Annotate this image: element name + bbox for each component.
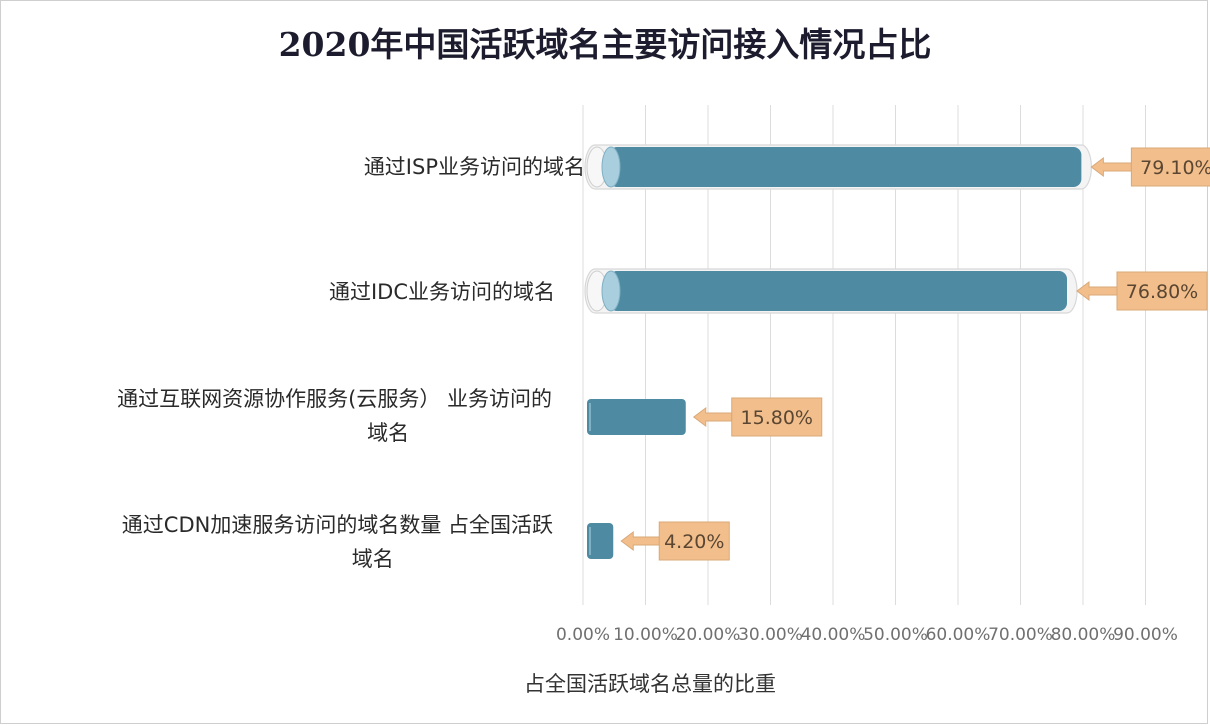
bar-end-cap	[601, 270, 621, 312]
callout-arrow	[1090, 157, 1132, 177]
x-tick-label: 70.00%	[988, 625, 1053, 645]
data-label: 4.20%	[664, 531, 724, 553]
category-label-line: 通过IDC业务访问的域名	[328, 280, 555, 304]
bar-end-cap	[601, 146, 621, 188]
x-tick-label: 30.00%	[738, 625, 803, 645]
x-tick-label: 90.00%	[1113, 625, 1178, 645]
x-tick-label: 50.00%	[863, 625, 928, 645]
category-label-cdn: 通过CDN加速服务访问的域名数量 占全国活跃 域名	[122, 508, 553, 576]
data-label: 15.80%	[741, 407, 813, 429]
callout-arrow	[620, 531, 660, 551]
category-label-line: 域名	[351, 547, 394, 571]
category-label-cloud: 通过互联网资源协作服务(云服务） 业务访问的 域名	[117, 382, 552, 450]
category-label-isp: 通过ISP业务访问的域名	[364, 150, 585, 184]
bar	[587, 523, 614, 559]
category-label-line: 通过CDN加速服务访问的域名数量 占全国活跃	[121, 513, 553, 537]
callout-box	[731, 397, 823, 437]
x-tick-label: 40.00%	[801, 625, 866, 645]
callout-arrow	[692, 407, 733, 427]
callout-box	[658, 521, 730, 561]
x-tick-label: 0.00%	[556, 625, 610, 645]
x-tick-label: 60.00%	[926, 625, 991, 645]
callout-box	[1116, 271, 1208, 311]
bar	[587, 399, 686, 435]
bar	[609, 147, 1082, 187]
category-label-line: 通过互联网资源协作服务(云服务） 业务访问的	[117, 387, 552, 411]
x-tick-label: 80.00%	[1051, 625, 1116, 645]
callout-box	[1130, 147, 1210, 187]
x-tick-label: 10.00%	[613, 625, 678, 645]
category-label-line: 通过ISP业务访问的域名	[363, 155, 585, 179]
category-label-idc: 通过IDC业务访问的域名	[329, 275, 555, 309]
data-label: 76.80%	[1126, 281, 1198, 303]
x-tick-label: 20.00%	[676, 625, 741, 645]
chart-title: 2020年中国活跃域名主要访问接入情况占比	[278, 25, 932, 64]
bar	[609, 271, 1067, 311]
data-label: 79.10%	[1140, 157, 1210, 179]
x-axis-label: 占全国活跃域名总量的比重	[524, 672, 776, 696]
category-label-line: 域名	[367, 421, 410, 445]
